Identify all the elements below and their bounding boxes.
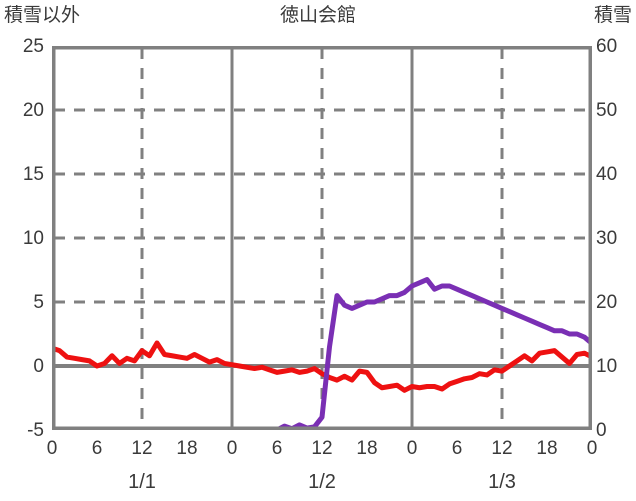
y-axis-right-tick: 60 [596, 36, 618, 57]
x-axis-tick: 0 [226, 438, 238, 459]
plot-border [52, 46, 592, 430]
y-axis-right-tick: 10 [596, 356, 618, 377]
right-axis-title: 積雪 [593, 5, 632, 26]
left-axis-title: 積雪以外 [4, 5, 81, 26]
data-series [52, 277, 592, 430]
y-axis-left-tick: 0 [33, 356, 44, 377]
x-axis-tick: 12 [491, 438, 513, 459]
y-axis-left-tick: 15 [22, 164, 44, 185]
x-axis-tick: 6 [271, 438, 283, 459]
x-axis-day-label: 1/3 [488, 471, 516, 493]
x-axis-tick: 18 [176, 438, 198, 459]
x-axis-day-label: 1/2 [308, 471, 336, 493]
x-axis-tick: 18 [536, 438, 558, 459]
plot-area [52, 46, 592, 430]
x-axis-tick: 0 [46, 438, 58, 459]
y-axis-left-tick: 20 [22, 100, 44, 121]
y-axis-right-tick: 50 [596, 100, 618, 121]
x-axis-tick: 0 [406, 438, 418, 459]
y-axis-right-tick: 20 [596, 292, 618, 313]
y-axis-right-tick: 30 [596, 228, 618, 249]
y-axis-left-tick: 5 [33, 292, 44, 313]
page-title: 徳山会館 [279, 5, 356, 26]
y-axis-right-tick: 0 [596, 420, 607, 441]
y-axis-left-tick: 10 [22, 228, 44, 249]
x-axis-tick: 12 [311, 438, 333, 459]
x-axis-tick: 18 [356, 438, 378, 459]
x-axis-day-label: 1/1 [128, 471, 156, 493]
chart-svg [52, 46, 592, 430]
x-axis-tick: 0 [586, 438, 598, 459]
y-axis-right-tick: 40 [596, 164, 618, 185]
x-axis-tick: 6 [91, 438, 103, 459]
x-axis-tick: 12 [131, 438, 153, 459]
y-axis-left-tick: 25 [22, 36, 44, 57]
y-axis-left-tick: -5 [27, 420, 44, 441]
x-axis-tick: 6 [451, 438, 463, 459]
